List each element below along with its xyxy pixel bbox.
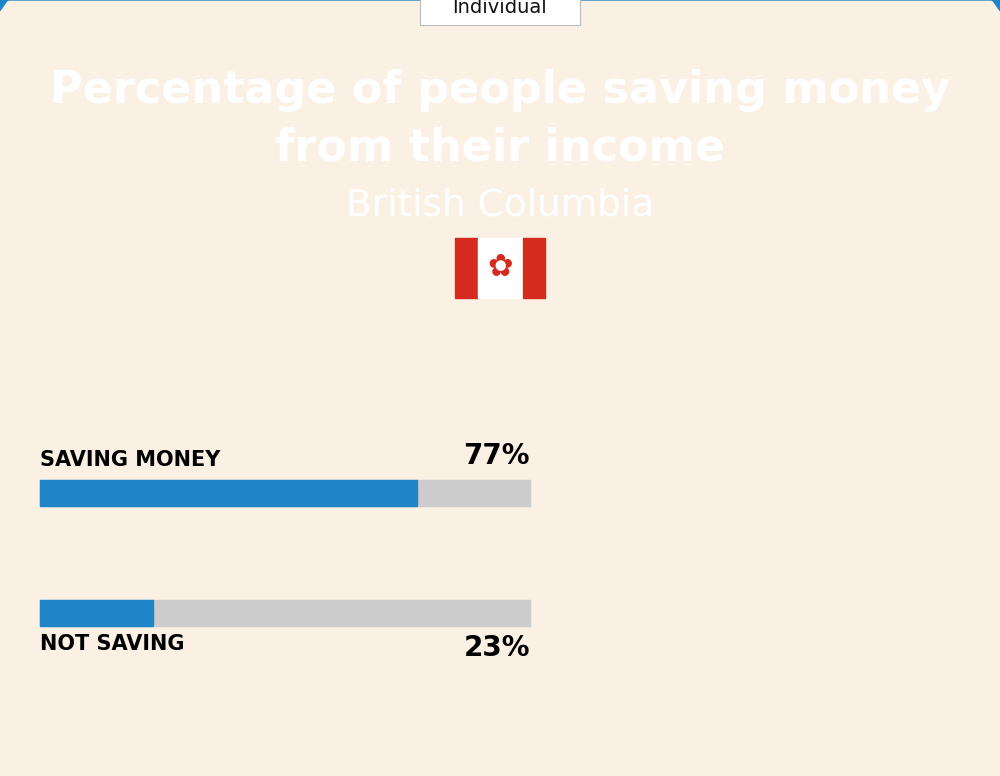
- Text: from their income: from their income: [275, 126, 725, 169]
- Bar: [455, 238, 478, 298]
- Bar: [40, 480, 530, 506]
- Bar: [40, 600, 153, 626]
- Polygon shape: [0, 0, 1000, 11]
- Text: SAVING MONEY: SAVING MONEY: [40, 450, 220, 470]
- Text: ✿: ✿: [487, 254, 513, 282]
- Text: Individual: Individual: [453, 0, 547, 17]
- Text: British Columbia: British Columbia: [346, 187, 654, 223]
- Text: 77%: 77%: [464, 442, 530, 470]
- Text: NOT SAVING: NOT SAVING: [40, 634, 184, 654]
- Bar: [40, 600, 530, 626]
- Bar: [478, 238, 522, 298]
- Bar: [40, 480, 417, 506]
- Text: 23%: 23%: [464, 634, 530, 662]
- FancyBboxPatch shape: [420, 0, 580, 25]
- Bar: [522, 238, 545, 298]
- Text: Percentage of people saving money: Percentage of people saving money: [50, 68, 950, 112]
